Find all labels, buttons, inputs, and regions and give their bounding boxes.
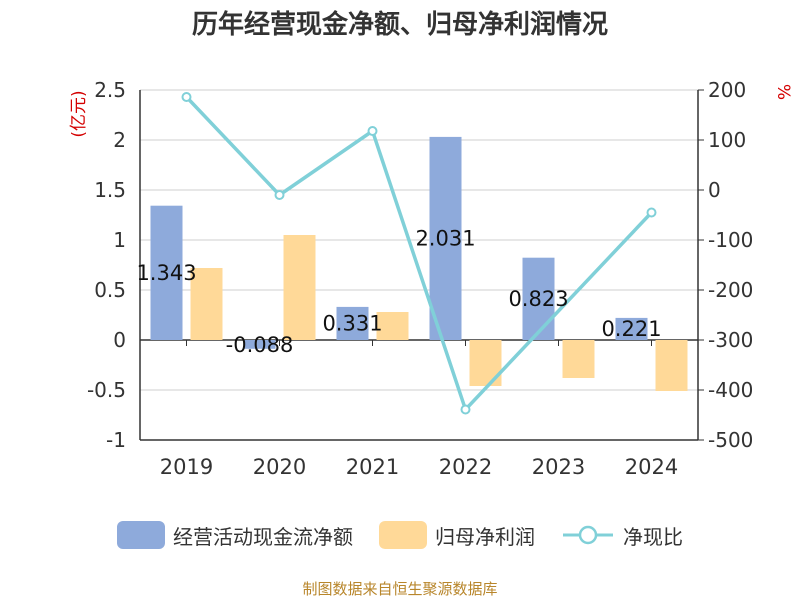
bar-op-cash xyxy=(429,136,462,340)
ratio-point xyxy=(460,404,471,415)
legend-item-op-cash[interactable]: 经营活动现金流净额 xyxy=(117,521,353,550)
y-right-tick-label: -300 xyxy=(708,328,753,352)
bar-op-cash xyxy=(522,257,555,340)
y-left-tick-label: -1 xyxy=(106,428,126,452)
legend-label-net-profit: 归母净利润 xyxy=(435,524,535,549)
y-right-tick-label: -200 xyxy=(708,278,753,302)
bar-net-profit xyxy=(190,268,223,340)
y-right-unit-label: % xyxy=(773,84,793,100)
y-left-tick-label: 1 xyxy=(113,228,126,252)
bar-net-profit xyxy=(283,235,316,340)
legend-item-net-profit[interactable]: 归母净利润 xyxy=(379,521,535,550)
legend: 经营活动现金流净额 归母净利润 净现比 xyxy=(0,518,800,552)
x-tick-label: 2024 xyxy=(625,455,678,479)
legend-swatch-op-cash xyxy=(117,521,165,549)
bar-op-cash xyxy=(615,317,648,340)
ratio-point xyxy=(274,190,285,200)
y-right-tick-label: -100 xyxy=(708,228,753,252)
data-label-op-cash: 0.221 xyxy=(601,317,661,341)
legend-swatch-net-profit xyxy=(379,521,427,549)
y-left-tick-label: 2 xyxy=(113,128,126,152)
bar-op-cash xyxy=(336,306,369,340)
ratio-point xyxy=(181,92,192,102)
y-left-tick-label: 0 xyxy=(113,328,126,352)
bar-net-profit xyxy=(469,340,502,386)
y-left-tick-label: 2.5 xyxy=(94,78,126,102)
bar-op-cash xyxy=(150,205,183,340)
y-left-tick-label: 0.5 xyxy=(94,278,126,302)
x-tick-label: 2022 xyxy=(439,455,492,479)
x-tick-label: 2020 xyxy=(253,455,306,479)
x-tick-label: 2023 xyxy=(532,455,585,479)
x-tick-label: 2019 xyxy=(160,455,213,479)
bar-op-cash xyxy=(243,340,276,349)
data-label-op-cash: 1.343 xyxy=(136,261,196,285)
y-right-tick-label: -400 xyxy=(708,378,753,402)
data-label-op-cash: -0.088 xyxy=(226,333,294,357)
legend-label-ratio: 净现比 xyxy=(623,524,683,549)
ratio-point xyxy=(646,207,657,218)
y-right-tick-label: -500 xyxy=(708,428,753,452)
x-tick-label: 2021 xyxy=(346,455,399,479)
ratio-point xyxy=(367,126,378,136)
chart-title: 历年经营现金净额、归母净利润情况 xyxy=(191,10,608,40)
legend-item-ratio[interactable]: 净现比 xyxy=(561,521,683,550)
data-label-op-cash: 0.331 xyxy=(322,311,382,335)
y-left-unit-label: (亿元) xyxy=(69,90,89,137)
y-right-tick-label: 200 xyxy=(708,78,746,102)
data-label-op-cash: 0.823 xyxy=(508,287,568,311)
source-note: 制图数据来自恒生聚源数据库 xyxy=(302,580,498,598)
bar-net-profit xyxy=(376,312,409,340)
data-label-op-cash: 2.031 xyxy=(415,226,475,250)
y-left-tick-label: -0.5 xyxy=(87,378,126,402)
y-left-tick-label: 1.5 xyxy=(94,178,126,202)
y-right-tick-label: 0 xyxy=(708,178,721,202)
bar-net-profit xyxy=(562,340,595,378)
y-right-tick-label: 100 xyxy=(708,128,746,152)
legend-swatch-ratio xyxy=(563,525,613,545)
bar-net-profit xyxy=(655,340,688,391)
legend-label-op-cash: 经营活动现金流净额 xyxy=(173,524,353,549)
